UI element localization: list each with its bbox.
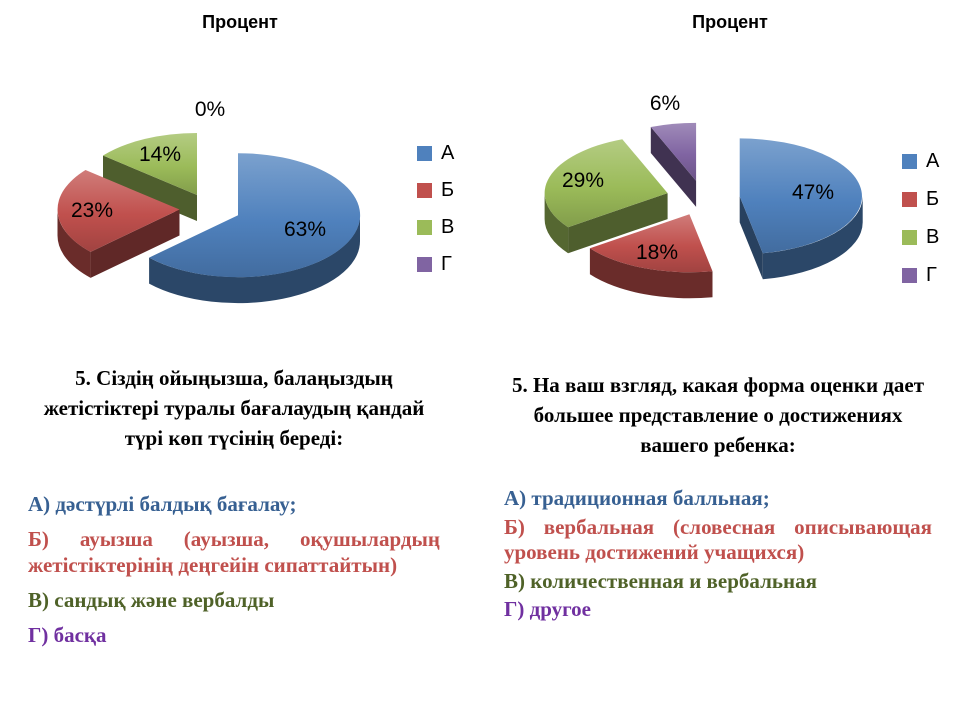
option-right-1: Б) вербальная (словесная описывающая уро… — [504, 514, 932, 565]
question-panel-left: 5. Сіздің ойыңызша, балаңыздың жетістікт… — [28, 363, 440, 657]
pie1-legend-item-А: А — [902, 150, 939, 173]
pie1-slice-А — [739, 138, 862, 254]
pie0-label-В: 14% — [138, 143, 182, 166]
pie1-slice-Г — [650, 122, 697, 181]
question-left: 5. Сіздің ойыңызша, балаңыздың жетістікт… — [43, 366, 425, 451]
option-left-2: В) сандық және вербалды — [28, 588, 275, 613]
chart-title-right: Процент — [692, 12, 768, 32]
pie1-slice-А-wall — [762, 196, 863, 280]
pie1-slice-Б-wall — [589, 248, 713, 299]
pie1-legend-item-Г: Г — [902, 264, 937, 287]
chart-title-left: Процент — [202, 12, 278, 32]
pie0-legend-item-Г: Г — [417, 253, 452, 276]
legend-label: В — [926, 226, 940, 248]
legend-swatch — [902, 268, 917, 283]
pie1-slice-Б — [589, 214, 713, 273]
legend-swatch — [417, 257, 432, 272]
legend-swatch — [902, 230, 917, 245]
pie0-slice-В — [103, 133, 197, 195]
legend-label: А — [441, 142, 455, 164]
question-panel-right: 5. На ваш взгляд, какая форма оценки дае… — [504, 370, 932, 626]
pie0-slice-Б-cut — [90, 209, 180, 278]
pie1-legend-item-В: В — [902, 226, 939, 249]
legend-swatch — [902, 192, 917, 207]
legend-label: Г — [441, 253, 452, 275]
pie1-slice-А-cut — [739, 196, 763, 280]
option-left-1: Б) ауызша (ауызша, оқушылардың жетістікт… — [28, 527, 440, 578]
pie1-slice-В-cut — [568, 193, 668, 254]
pie0-legend-item-В: В — [417, 216, 454, 239]
chart-overlay: 63% 23% 14% 0% А Б В Г 47% 18% 29% 6% А Б В Г — [70, 92, 939, 287]
pie0-slice-Б — [57, 170, 180, 252]
legend-swatch — [417, 220, 432, 235]
pie0-slice-В-cut — [103, 155, 197, 221]
legend-label: Б — [441, 179, 455, 201]
legend-swatch — [417, 183, 432, 198]
pie1-legend-item-Б: Б — [902, 188, 939, 211]
legend-label: Г — [926, 264, 937, 286]
pie-charts-canvas — [57, 122, 863, 304]
pie0-slice-Б-wall — [57, 209, 91, 278]
pie0-legend-item-Б: Б — [417, 179, 454, 202]
legend-swatch — [417, 146, 432, 161]
pie1-label-А: 47% — [791, 181, 835, 204]
pie0-legend-item-А: А — [417, 142, 454, 165]
legend-label: В — [441, 216, 455, 238]
legend-label: А — [926, 150, 940, 172]
pie1-slice-В — [544, 139, 668, 228]
option-right-3: Г) другое — [504, 597, 591, 622]
option-right-2: В) количественная и вербальная — [504, 568, 817, 593]
pie1-label-В: 29% — [561, 169, 605, 192]
legend-label: Б — [926, 188, 940, 210]
pie1-slice-Г-cut — [650, 127, 697, 207]
legend-swatch — [902, 154, 917, 169]
option-left-3: Г) басқа — [28, 623, 107, 648]
pie0-label-А: 63% — [283, 218, 327, 241]
pie0-slice-А-wall — [149, 215, 360, 304]
options-right: А) традиционная балльная; Б) вербальная (… — [504, 486, 932, 623]
pie1-label-Б: 18% — [635, 241, 679, 264]
option-right-0: А) традиционная балльная; — [504, 486, 770, 511]
pie1-label-Г: 6% — [649, 92, 681, 115]
options-left: А) дәстүрлі балдық бағалау; Б) ауызша (ау… — [28, 491, 440, 648]
pie0-label-Б: 23% — [70, 199, 114, 222]
pie1-slice-В-wall — [544, 193, 569, 254]
option-left-0: А) дәстүрлі балдық бағалау; — [28, 492, 297, 517]
pie0-label-Г: 0% — [194, 98, 226, 121]
pie0-slice-А — [149, 153, 361, 278]
question-right: 5. На ваш взгляд, какая форма оценки дае… — [511, 373, 925, 458]
